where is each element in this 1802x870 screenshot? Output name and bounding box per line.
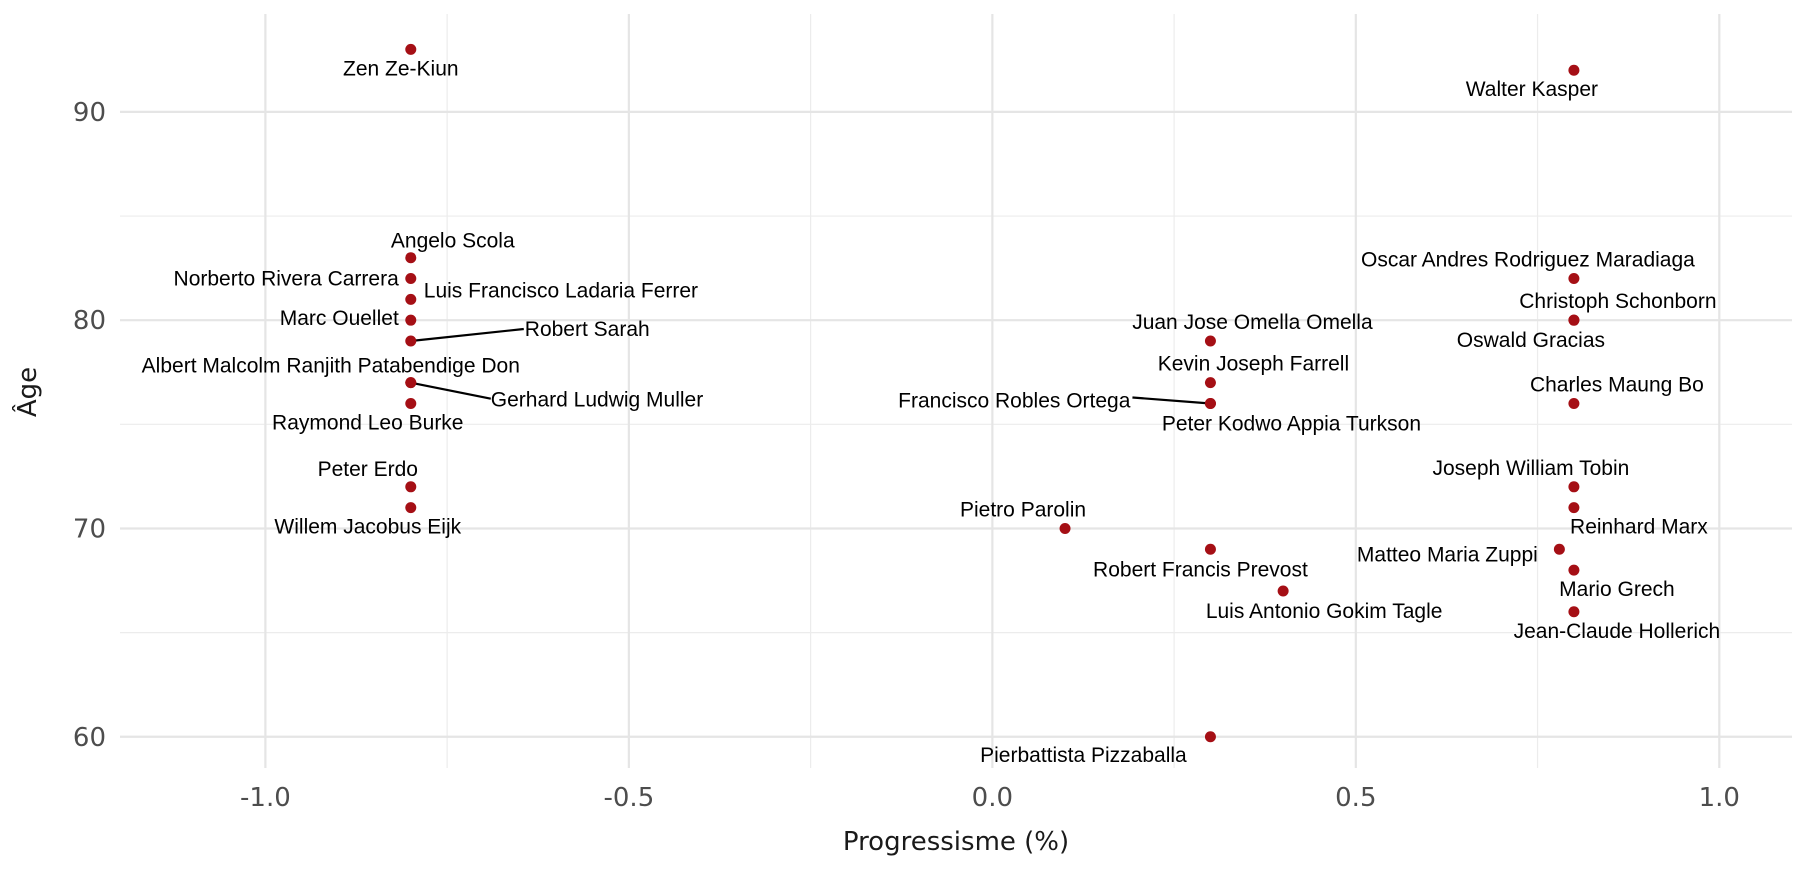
point-labels: Zen Ze-Kiun Walter Kasper Angelo Scola Norb…: [142, 57, 1721, 766]
data-point: [1568, 273, 1580, 285]
data-point: [1568, 314, 1580, 326]
point-label: Matteo Maria Zuppi: [1357, 543, 1538, 566]
x-tick-label: -1.0: [240, 783, 291, 813]
data-point: [405, 293, 417, 305]
data-point: [1553, 543, 1565, 555]
grid: [120, 14, 1792, 768]
point-label: Albert Malcolm Ranjith Patabendige Don: [142, 355, 520, 378]
point-label: Gerhard Ludwig Muller: [491, 389, 703, 412]
data-point: [405, 481, 417, 493]
point-label: Luis Antonio Gokim Tagle: [1206, 600, 1443, 623]
point-label: Francisco Robles Ortega: [898, 389, 1131, 412]
y-axis-title: Âge: [11, 367, 43, 417]
point-label: Raymond Leo Burke: [272, 411, 463, 434]
x-axis-title: Progressisme (%): [843, 827, 1069, 857]
x-axis-ticks: -1.0 -0.5 0.0 0.5 1.0: [240, 783, 1740, 813]
point-label: Pietro Parolin: [960, 498, 1086, 521]
data-point: [1568, 564, 1580, 576]
point-label: Walter Kasper: [1466, 78, 1598, 101]
point-label: Luis Francisco Ladaria Ferrer: [424, 279, 698, 302]
point-label: Peter Kodwo Appia Turkson: [1162, 412, 1421, 435]
data-point: [1204, 543, 1216, 555]
label-leader-lines: [410, 327, 1211, 405]
data-point: [1204, 377, 1216, 389]
point-label: Robert Francis Prevost: [1093, 558, 1308, 581]
point-label: Zen Ze-Kiun: [343, 57, 459, 80]
x-tick-label: -0.5: [604, 783, 655, 813]
data-point: [1568, 502, 1580, 514]
y-axis-ticks: 60 70 80 90: [73, 98, 106, 753]
x-tick-label: 1.0: [1699, 783, 1740, 813]
leader-line: [410, 381, 491, 400]
point-label: Reinhard Marx: [1570, 516, 1708, 539]
point-label: Jean-Claude Hollerich: [1514, 620, 1721, 643]
point-label: Norberto Rivera Carrera: [174, 268, 400, 291]
point-label: Robert Sarah: [525, 318, 650, 341]
y-tick-label: 60: [73, 723, 106, 753]
leader-line: [1132, 396, 1211, 405]
data-point: [1204, 397, 1216, 409]
point-label: Christoph Schonborn: [1519, 290, 1716, 313]
data-point: [1568, 397, 1580, 409]
data-point: [1568, 481, 1580, 493]
point-label: Mario Grech: [1559, 578, 1675, 601]
point-label: Oswald Gracias: [1457, 329, 1605, 352]
data-point: [405, 252, 417, 264]
data-point: [405, 377, 417, 389]
data-point: [1568, 606, 1580, 618]
data-point: [1204, 335, 1216, 347]
data-point: [405, 43, 417, 55]
data-point: [405, 335, 417, 347]
data-point: [405, 397, 417, 409]
point-label: Joseph William Tobin: [1432, 457, 1629, 480]
data-point: [1204, 731, 1216, 743]
data-point: [405, 502, 417, 514]
y-tick-label: 90: [73, 98, 106, 128]
data-point: [1277, 585, 1289, 597]
y-tick-label: 80: [73, 306, 106, 336]
point-label: Willem Jacobus Eijk: [274, 516, 461, 539]
data-point: [405, 273, 417, 285]
point-label: Juan Jose Omella Omella: [1132, 311, 1373, 334]
point-label: Pierbattista Pizzaballa: [980, 744, 1187, 767]
x-tick-label: 0.0: [972, 783, 1013, 813]
x-tick-label: 0.5: [1335, 783, 1376, 813]
data-point: [405, 314, 417, 326]
point-label: Marc Ouellet: [280, 307, 399, 330]
y-tick-label: 70: [73, 514, 106, 544]
data-point: [1059, 522, 1071, 534]
point-label: Kevin Joseph Farrell: [1158, 353, 1349, 376]
point-label: Oscar Andres Rodriguez Maradiaga: [1361, 249, 1695, 272]
data-points: [405, 43, 1580, 743]
leader-line: [410, 327, 524, 343]
data-point: [1568, 64, 1580, 76]
point-label: Peter Erdo: [318, 458, 418, 481]
point-label: Angelo Scola: [391, 230, 515, 253]
point-label: Charles Maung Bo: [1530, 373, 1704, 396]
